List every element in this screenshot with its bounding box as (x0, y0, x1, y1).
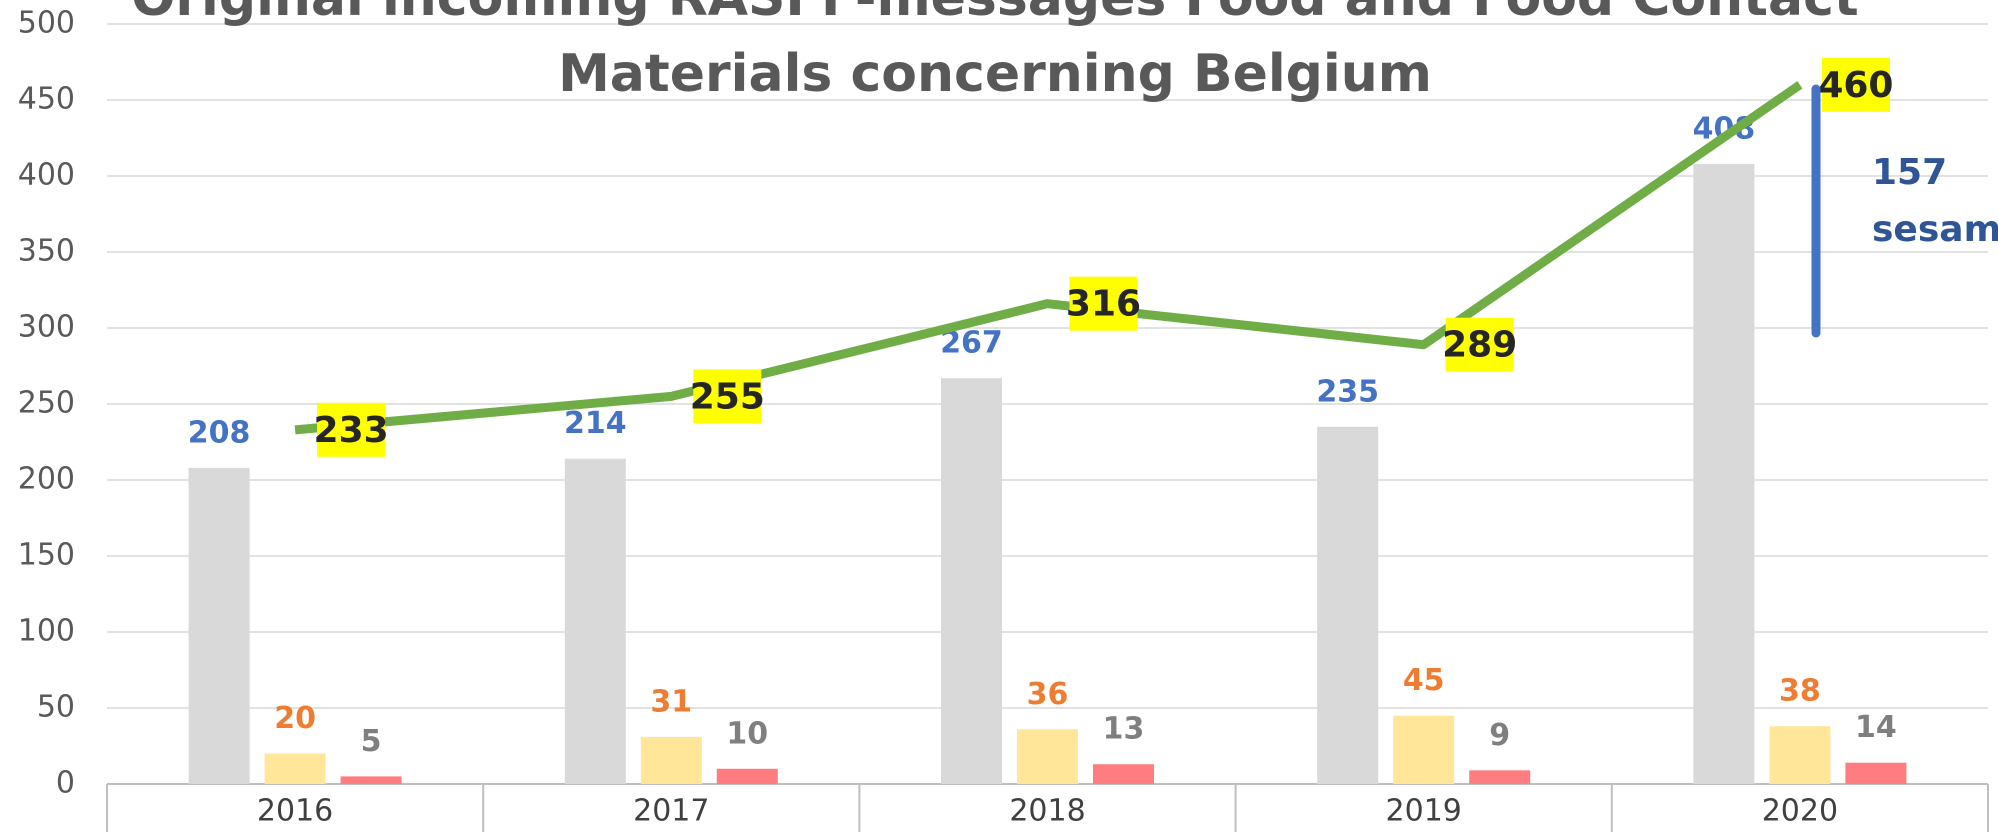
x-tick-label: 2018 (1009, 794, 1085, 829)
data-label: 289 (1442, 325, 1517, 366)
y-tick-label: 300 (18, 310, 75, 345)
x-tick-label: 2016 (257, 794, 333, 829)
y-tick-label: 50 (37, 690, 75, 725)
bar (1769, 726, 1831, 784)
data-label: 9 (1489, 718, 1510, 753)
line (294, 81, 1803, 435)
data-label-background (1821, 57, 1890, 112)
y-tick-label: 100 (18, 614, 75, 649)
data-label: 45 (1403, 663, 1445, 698)
data-label: 235 (1316, 374, 1379, 409)
data-label: 5 (361, 724, 382, 759)
bar (564, 458, 626, 784)
x-tick-label: 2017 (633, 794, 709, 829)
y-tick-label: 400 (18, 158, 75, 193)
data-label: 14 (1855, 710, 1897, 745)
bar (264, 753, 326, 784)
data-label: 233 (314, 410, 389, 451)
bar (1093, 764, 1154, 784)
annotation: sesam (1872, 209, 1998, 250)
y-tick-label: 200 (18, 462, 75, 497)
data-label-background (1069, 276, 1138, 331)
bar (640, 736, 702, 784)
bar (1393, 715, 1455, 784)
data-label-background (1445, 317, 1514, 372)
bar (1693, 163, 1755, 785)
data-label: 316 (1066, 284, 1141, 325)
data-label: 20 (274, 701, 316, 736)
data-label: 460 (1818, 65, 1893, 106)
y-tick-label: 450 (18, 82, 75, 117)
y-tick-label: 0 (56, 766, 75, 801)
y-tick-label: 350 (18, 234, 75, 269)
chart-title: Original incoming RASFF-messages Food an… (131, 0, 1859, 104)
data-label: 36 (1027, 677, 1069, 712)
bar (340, 776, 402, 784)
x-tick-label: 2020 (1762, 794, 1838, 829)
bar (1317, 426, 1379, 784)
bar (188, 467, 250, 784)
bar (716, 768, 778, 784)
y-tick-label: 250 (18, 386, 75, 421)
data-label: 31 (650, 684, 692, 719)
data-label: 214 (564, 406, 627, 441)
data-label: 10 (726, 716, 768, 751)
y-tick-label: 500 (18, 6, 75, 41)
bar (941, 378, 1002, 784)
data-label-background (693, 369, 762, 424)
data-label: 13 (1103, 712, 1145, 747)
data-label: 255 (690, 376, 765, 417)
bar (1017, 729, 1078, 784)
data-label: 38 (1779, 674, 1821, 709)
y-tick-label: 150 (18, 538, 75, 573)
bar (1845, 762, 1907, 784)
data-label: 208 (188, 415, 251, 450)
annotation: 157 (1872, 152, 1947, 193)
bar (1469, 770, 1531, 784)
x-tick-label: 2019 (1386, 794, 1462, 829)
data-label-background (317, 402, 386, 457)
